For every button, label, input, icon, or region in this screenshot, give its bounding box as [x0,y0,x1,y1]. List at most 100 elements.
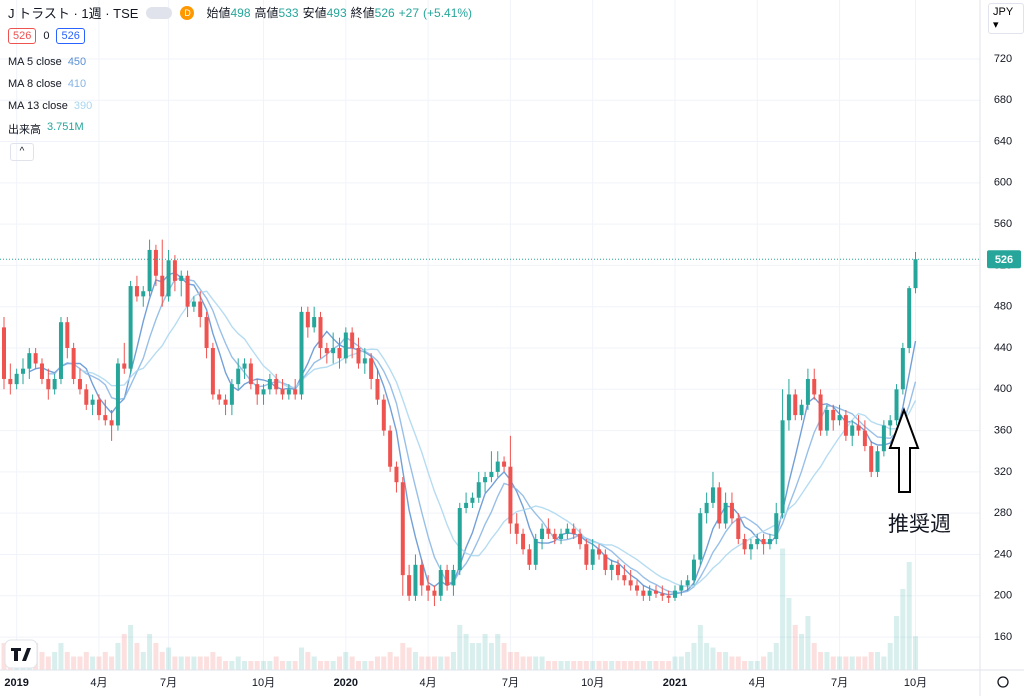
volume-bar [761,656,767,670]
candle-body [736,518,741,539]
currency-label: JPY [993,6,1013,18]
candle-body [628,580,633,586]
x-tick-label: 10月 [904,677,927,689]
candle-body [470,497,475,503]
price-boxes: 526 0 526 [8,28,85,44]
candle-body [761,538,766,545]
candle-body [299,311,304,395]
candle-body [375,378,380,400]
candle-body [672,590,677,598]
y-tick-label: 640 [994,135,1012,147]
candle-body [641,590,646,596]
volume-bar [406,647,412,670]
candle-body [653,590,658,594]
candle-body [483,477,488,483]
candle-body [103,415,108,421]
volume-bar [894,616,900,670]
volume-bar [552,661,558,670]
ohlc-label: 始値 [206,6,231,20]
volume-bar [818,652,824,670]
candle-body [679,585,684,591]
volume-bar [830,656,836,670]
volume-bar [710,647,716,670]
volume-bar [387,652,393,670]
candle-body [400,482,405,576]
x-tick-label: 4月 [749,677,766,689]
volume-bar [653,661,659,670]
volume-bar [336,656,342,670]
candle-body [147,249,152,292]
candle-body [261,389,266,395]
volume-bar [159,652,165,670]
candle-body [584,544,589,565]
x-tick-label: 7月 [831,677,848,689]
candle-body [546,528,551,534]
volume-bar [558,661,564,670]
currency[interactable]: JPY ▾ [988,3,1024,34]
candle-body [223,399,228,405]
candle-body [141,291,146,297]
volume-bar [583,661,589,670]
candle-body [767,538,772,545]
volume-bar [640,661,646,670]
toggle[interactable] [146,6,173,19]
y-tick-label: 560 [994,218,1012,230]
candle-body [900,348,905,390]
candle-body [723,502,728,524]
candle-body [65,322,70,349]
volume-bar [235,656,241,670]
candle-body [508,466,513,524]
volume-bar [134,643,140,670]
volume-bar [39,652,45,670]
candle-body [843,415,848,436]
candle-body [248,363,253,385]
candle-body [210,348,215,395]
candle-body [153,249,158,276]
candle-body [862,430,867,447]
volume-bar [444,656,450,670]
ask[interactable]: 526 [56,28,85,44]
volume-bar [615,661,621,670]
volume-bar [71,656,77,670]
candle-body [571,528,576,534]
candle-body [647,590,652,596]
ma-name: MA 5 close [8,56,62,68]
candle-body [590,549,595,565]
candle-body [198,301,203,318]
candle-body [502,461,507,467]
volume-bar [1,643,7,670]
volume-bar [862,656,868,670]
volume-bar [767,652,773,670]
volume-bar [343,652,349,670]
volume-bar [83,652,89,670]
candle-body [552,533,557,539]
candle-body [388,430,393,467]
candle-body [685,580,690,586]
volume-bar [634,661,640,670]
y-tick-label: 600 [994,177,1012,189]
candle-body [58,322,63,379]
volume-bar [254,661,260,670]
candle-body [831,409,836,421]
candle-body [451,569,456,586]
ma-line [28,271,917,596]
logo [4,639,38,669]
candle-body [717,487,722,524]
volume-bar [115,643,121,670]
ohlc-label: 安値 [302,6,327,20]
candle-body [603,554,608,570]
volume-bar [748,661,754,670]
candle-body [426,585,431,591]
collapse-button[interactable]: ^ [10,143,34,161]
candle-body [698,513,703,560]
y-tick-label: 240 [994,548,1012,560]
candle-body [622,575,627,581]
volume-bar [77,656,83,670]
volume-bar [754,661,760,670]
candle-body [457,508,462,570]
ohlc-item: 終値526 [351,4,395,21]
bid[interactable]: 526 [8,28,37,44]
ma-name: MA 8 close [8,78,62,90]
candle-body [812,378,817,395]
